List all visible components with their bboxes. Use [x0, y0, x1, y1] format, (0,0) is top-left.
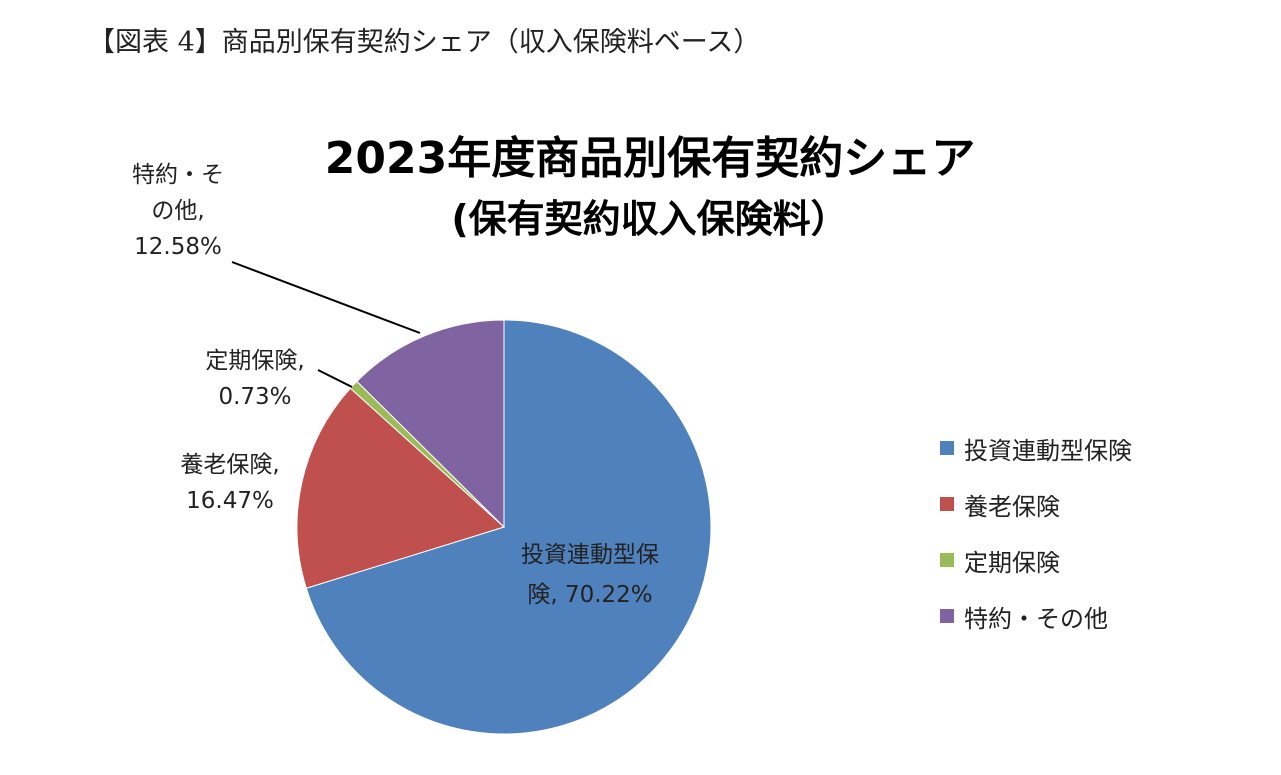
leader-line — [317, 369, 353, 388]
slice-data-label: 投資連動型保険, 70.22% — [521, 542, 659, 608]
legend-item: 養老保険 — [940, 476, 1132, 532]
legend-label: 投資連動型保険 — [964, 436, 1132, 465]
slice-data-label-line: 投資連動型保 — [521, 542, 659, 568]
slice-data-label-line: の他, — [151, 198, 204, 224]
legend-swatch — [940, 497, 954, 511]
leader-line — [231, 261, 421, 334]
slice-data-label-line: 16.47% — [186, 488, 274, 514]
slice-data-label-line: 0.73% — [218, 384, 291, 410]
slice-data-label-line: 養老保険, — [180, 452, 279, 478]
slice-data-label-line: 険, 70.22% — [527, 582, 652, 608]
legend-item: 投資連動型保険 — [940, 420, 1132, 476]
chart-legend: 投資連動型保険 養老保険 定期保険 特約・その他 — [940, 420, 1132, 644]
slice-data-label: 養老保険, 16.47% — [180, 452, 279, 514]
legend-swatch — [940, 609, 954, 623]
figure-caption: 【図表 4】商品別保有契約シェア（収入保険料ベース） — [88, 27, 761, 58]
slice-data-label-line: 12.58% — [134, 234, 222, 260]
slice-data-label-line: 定期保険, — [205, 348, 304, 374]
legend-item: 定期保険 — [940, 532, 1132, 588]
pie-slice — [296, 387, 505, 589]
slice-data-label-line: 特約・そ — [132, 162, 224, 188]
slice-data-label: 特約・その他, 12.58% — [132, 162, 224, 260]
chart-subtitle: (保有契約収入保険料） — [451, 197, 849, 241]
slice-data-label: 定期保険, 0.73% — [205, 348, 304, 410]
pie-slice — [356, 319, 505, 529]
legend-swatch — [940, 441, 954, 455]
pie-slice — [305, 319, 712, 735]
legend-item: 特約・その他 — [940, 588, 1132, 644]
legend-label: 定期保険 — [964, 548, 1060, 577]
chart-title: 2023年度商品別保有契約シェア — [324, 133, 976, 184]
legend-swatch — [940, 553, 954, 567]
legend-label: 特約・その他 — [964, 604, 1108, 633]
legend-label: 養老保険 — [964, 492, 1060, 521]
